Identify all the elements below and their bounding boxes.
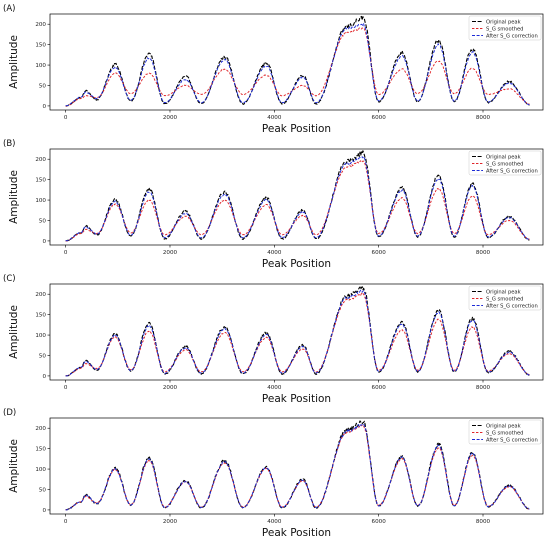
legend-label: Original peak [486, 19, 521, 25]
x-tick-label: 6000 [372, 250, 387, 256]
y-tick-label: 200 [35, 292, 46, 298]
y-tick-label: 100 [35, 467, 46, 473]
x-tick-label: 8000 [476, 385, 491, 391]
y-tick-label: 100 [35, 333, 46, 339]
y-tick-label: 100 [35, 63, 46, 69]
chart-svg: (A) 0 2000 4000 6000 8000 0 50 100 150 200 Peak Pos… [3, 4, 544, 134]
x-tick-label: 6000 [372, 115, 387, 121]
panel-a: (A) 0 2000 4000 6000 8000 0 50 100 150 200 Peak Pos… [0, 0, 550, 134]
x-axis-label: Peak Position [262, 527, 331, 538]
panel-label: (C) [3, 274, 16, 284]
y-tick-label: 100 [35, 198, 46, 204]
y-tick-label: 150 [35, 313, 46, 319]
y-axis-label: Amplitude [8, 35, 20, 89]
legend-label: Original peak [486, 423, 521, 429]
series-line-s-g-smoothed [65, 292, 530, 377]
x-tick-label: 0 [64, 519, 68, 525]
plot-frame [49, 148, 544, 246]
series-line-original-peak [65, 15, 530, 107]
legend-label: After S_G correction [486, 303, 538, 309]
series-line-after-s-g-correction [65, 23, 530, 107]
plot-frame [49, 283, 544, 381]
panel-b: (B) 0 2000 4000 6000 8000 0 50 100 150 200 Peak Pos… [0, 135, 550, 269]
legend-label: Original peak [486, 289, 521, 295]
plot-frame [49, 417, 544, 515]
y-tick-label: 0 [42, 508, 46, 514]
x-tick-label: 8000 [476, 115, 491, 121]
y-tick-label: 200 [35, 157, 46, 163]
y-tick-label: 0 [42, 104, 46, 110]
x-tick-label: 0 [64, 250, 68, 256]
legend-box [468, 15, 542, 41]
chart-svg: (B) 0 2000 4000 6000 8000 0 50 100 150 200 Peak Pos… [3, 139, 544, 269]
legend-label: After S_G correction [486, 437, 538, 443]
legend-label: S_G smoothed [486, 161, 523, 167]
x-tick-label: 4000 [267, 519, 282, 525]
x-tick-label: 6000 [372, 385, 387, 391]
legend-box [468, 419, 542, 445]
x-axis-label: Peak Position [262, 258, 331, 269]
x-tick-label: 2000 [163, 519, 178, 525]
x-axis-label: Peak Position [262, 123, 331, 134]
y-axis-label: Amplitude [8, 305, 20, 359]
y-tick-label: 150 [35, 43, 46, 49]
legend-box [468, 150, 542, 176]
y-tick-label: 200 [35, 22, 46, 28]
y-tick-label: 50 [39, 83, 47, 89]
legend-label: Original peak [486, 154, 521, 160]
panel-label: (A) [3, 4, 15, 14]
x-tick-label: 2000 [163, 385, 178, 391]
chart-svg: (D) 0 2000 4000 6000 8000 0 50 100 150 200 Peak Pos… [3, 408, 544, 538]
x-axis-label: Peak Position [262, 393, 331, 404]
series-line-after-s-g-correction [65, 156, 530, 242]
x-tick-label: 0 [64, 385, 68, 391]
x-tick-label: 4000 [267, 250, 282, 256]
y-tick-label: 50 [39, 487, 47, 493]
legend-label: S_G smoothed [486, 26, 523, 32]
y-tick-label: 200 [35, 426, 46, 432]
y-axis-label: Amplitude [8, 439, 20, 493]
legend-label: After S_G correction [486, 33, 538, 39]
series-line-s-g-smoothed [65, 424, 530, 511]
x-tick-label: 4000 [267, 385, 282, 391]
x-tick-label: 8000 [476, 250, 491, 256]
series-line-s-g-smoothed [65, 160, 530, 242]
y-tick-label: 150 [35, 447, 46, 453]
panel-c: (C) 0 2000 4000 6000 8000 0 50 100 150 200 Peak Pos… [0, 270, 550, 404]
x-tick-label: 8000 [476, 519, 491, 525]
series-line-original-peak [65, 420, 530, 511]
panel-label: (B) [3, 139, 15, 149]
y-tick-label: 50 [39, 353, 47, 359]
panel-label: (D) [3, 408, 16, 418]
y-tick-label: 0 [42, 239, 46, 245]
x-tick-label: 2000 [163, 115, 178, 121]
series-line-original-peak [65, 150, 530, 242]
legend-box [468, 285, 542, 311]
x-tick-label: 4000 [267, 115, 282, 121]
y-tick-label: 150 [35, 178, 46, 184]
legend-label: S_G smoothed [486, 296, 523, 302]
series-line-original-peak [65, 286, 530, 377]
chart-svg: (C) 0 2000 4000 6000 8000 0 50 100 150 200 Peak Pos… [3, 274, 544, 404]
x-tick-label: 0 [64, 115, 68, 121]
x-tick-label: 2000 [163, 250, 178, 256]
plot-frame [49, 13, 544, 111]
legend-label: S_G smoothed [486, 430, 523, 436]
x-tick-label: 6000 [372, 519, 387, 525]
series-line-s-g-smoothed [65, 27, 530, 107]
y-tick-label: 0 [42, 374, 46, 380]
y-tick-label: 50 [39, 218, 47, 224]
series-line-after-s-g-correction [65, 289, 530, 377]
panel-d: (D) 0 2000 4000 6000 8000 0 50 100 150 200 Peak Pos… [0, 404, 550, 538]
y-axis-label: Amplitude [8, 170, 20, 224]
legend-label: After S_G correction [486, 168, 538, 174]
series-line-after-s-g-correction [65, 423, 530, 511]
